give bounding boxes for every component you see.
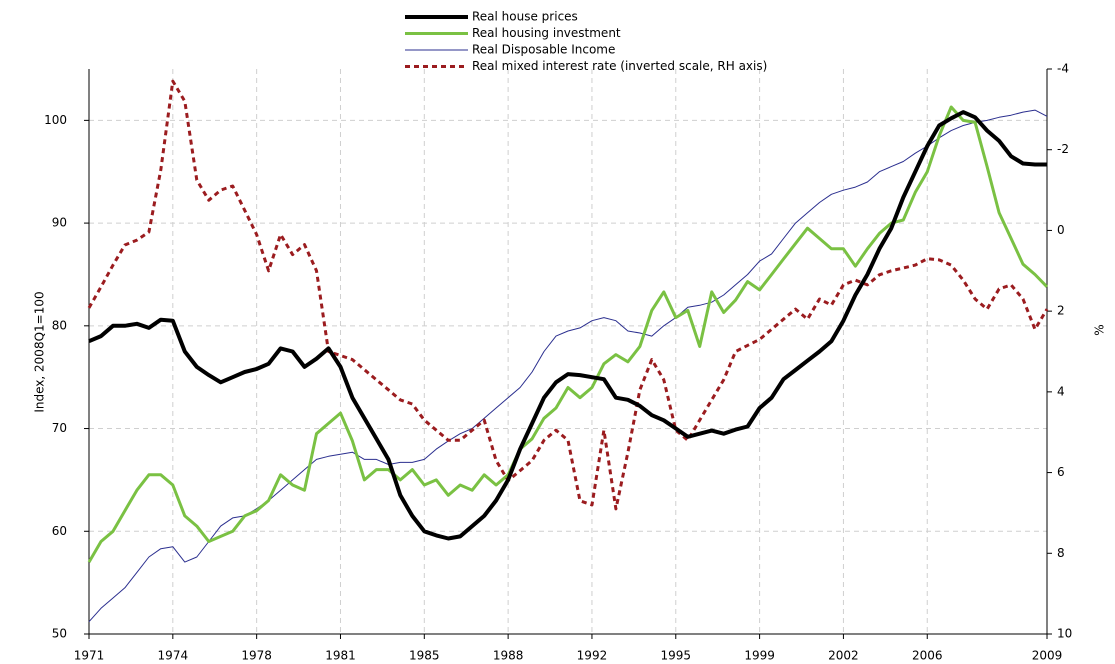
y-tick-label: 90 (52, 216, 67, 230)
x-tick-label: 2009 (1032, 649, 1063, 663)
y2-tick-label: 10 (1057, 627, 1072, 641)
x-tick-label: 1999 (744, 649, 775, 663)
y-tick-label: 50 (52, 627, 67, 641)
y2-axis-label: % (1093, 324, 1107, 335)
y-tick-label: 100 (44, 113, 67, 127)
y2-tick-label: 8 (1057, 546, 1065, 560)
y2-tick-label: -2 (1057, 142, 1069, 156)
x-tick-label: 1992 (577, 649, 608, 663)
legend-label: Real mixed interest rate (inverted scale… (472, 59, 767, 73)
series-line (87, 79, 1049, 511)
y2-tick-label: -4 (1057, 62, 1069, 76)
x-tick-label: 1981 (325, 649, 356, 663)
series-line (87, 105, 1049, 563)
legend-label: Real Disposable Income (472, 43, 615, 57)
y-tick-label: 60 (52, 524, 67, 538)
y-tick-label: 70 (52, 421, 67, 435)
x-tick-label: 2006 (912, 649, 943, 663)
y2-tick-label: 0 (1057, 223, 1065, 237)
x-tick-label: 1995 (661, 649, 692, 663)
x-tick-label: 1978 (241, 649, 272, 663)
y2-tick-label: 2 (1057, 304, 1065, 318)
x-tick-label: 1971 (74, 649, 105, 663)
x-tick-label: 1974 (158, 649, 189, 663)
y2-tick-label: 4 (1057, 384, 1065, 398)
y-axis-label: Index, 2008Q1=100 (33, 291, 47, 412)
y2-tick-label: 6 (1057, 465, 1065, 479)
x-tick-label: 2002 (828, 649, 859, 663)
x-tick-label: 1985 (409, 649, 440, 663)
y-tick-label: 80 (52, 318, 67, 332)
legend-label: Real housing investment (472, 26, 621, 40)
series-line (88, 110, 1047, 541)
legend-label: Real house prices (472, 10, 578, 24)
x-tick-label: 1988 (493, 649, 524, 663)
